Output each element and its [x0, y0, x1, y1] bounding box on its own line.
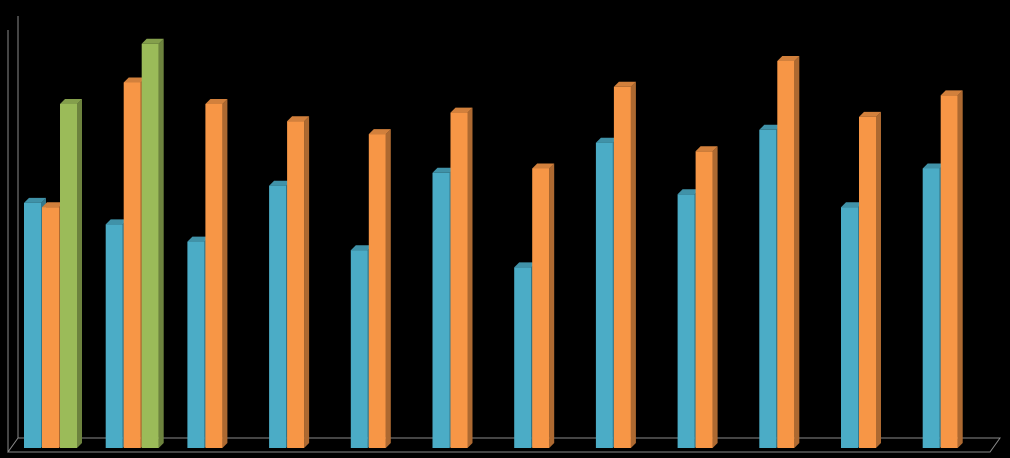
bar	[613, 86, 631, 449]
bar-top	[514, 262, 537, 268]
bar-top	[350, 245, 373, 251]
bar	[532, 168, 550, 448]
bar-top	[595, 137, 618, 143]
bar	[450, 112, 468, 448]
bar-side	[385, 129, 391, 448]
bar	[187, 241, 205, 448]
bar-side	[876, 111, 881, 449]
bar-top	[287, 116, 310, 122]
bar-side	[467, 107, 473, 448]
bar	[287, 121, 305, 448]
bar-top	[859, 111, 881, 117]
bar-top	[613, 81, 636, 87]
bar	[350, 250, 368, 448]
bar	[777, 61, 795, 448]
bar	[123, 82, 141, 448]
bar-side	[222, 99, 228, 448]
bar	[759, 129, 777, 449]
bar	[514, 267, 532, 448]
floor	[7, 437, 1001, 453]
bar-top	[450, 107, 473, 113]
bar-top	[269, 180, 292, 186]
bar-side	[304, 116, 310, 448]
bar-top	[205, 99, 228, 104]
bar-side	[957, 90, 963, 449]
bar-side	[712, 146, 718, 449]
bar-top	[777, 56, 800, 61]
bar-top	[60, 99, 82, 104]
bar	[677, 194, 695, 448]
bar-top	[187, 236, 210, 242]
bar-top	[695, 146, 718, 152]
bar	[940, 95, 958, 449]
bar	[432, 172, 450, 449]
bar-side	[77, 99, 82, 448]
bar	[60, 104, 77, 448]
bar-top	[368, 129, 391, 135]
bar	[595, 142, 613, 448]
bar-top	[432, 167, 455, 173]
bar	[141, 43, 159, 449]
bar-top	[759, 124, 782, 130]
bar	[42, 207, 59, 448]
bar-side	[158, 38, 164, 449]
bar	[24, 202, 41, 448]
bar-top	[841, 202, 863, 208]
bar	[922, 168, 940, 448]
bar	[269, 185, 287, 448]
bar-top	[24, 197, 46, 203]
bar-top	[922, 163, 945, 169]
bar-side	[549, 163, 555, 448]
bar	[368, 134, 386, 448]
bar-side	[794, 56, 800, 448]
bar-top	[105, 219, 128, 225]
bar-top	[123, 77, 146, 83]
bar	[105, 224, 123, 448]
bar-top	[532, 163, 555, 169]
bar-top	[677, 189, 700, 195]
bar	[859, 116, 876, 449]
bar	[695, 151, 713, 449]
bar-side	[630, 81, 636, 449]
bar	[841, 207, 858, 448]
bar-top	[141, 38, 164, 44]
bar	[205, 104, 223, 448]
bar-top	[940, 90, 963, 96]
bar-top	[42, 202, 64, 208]
